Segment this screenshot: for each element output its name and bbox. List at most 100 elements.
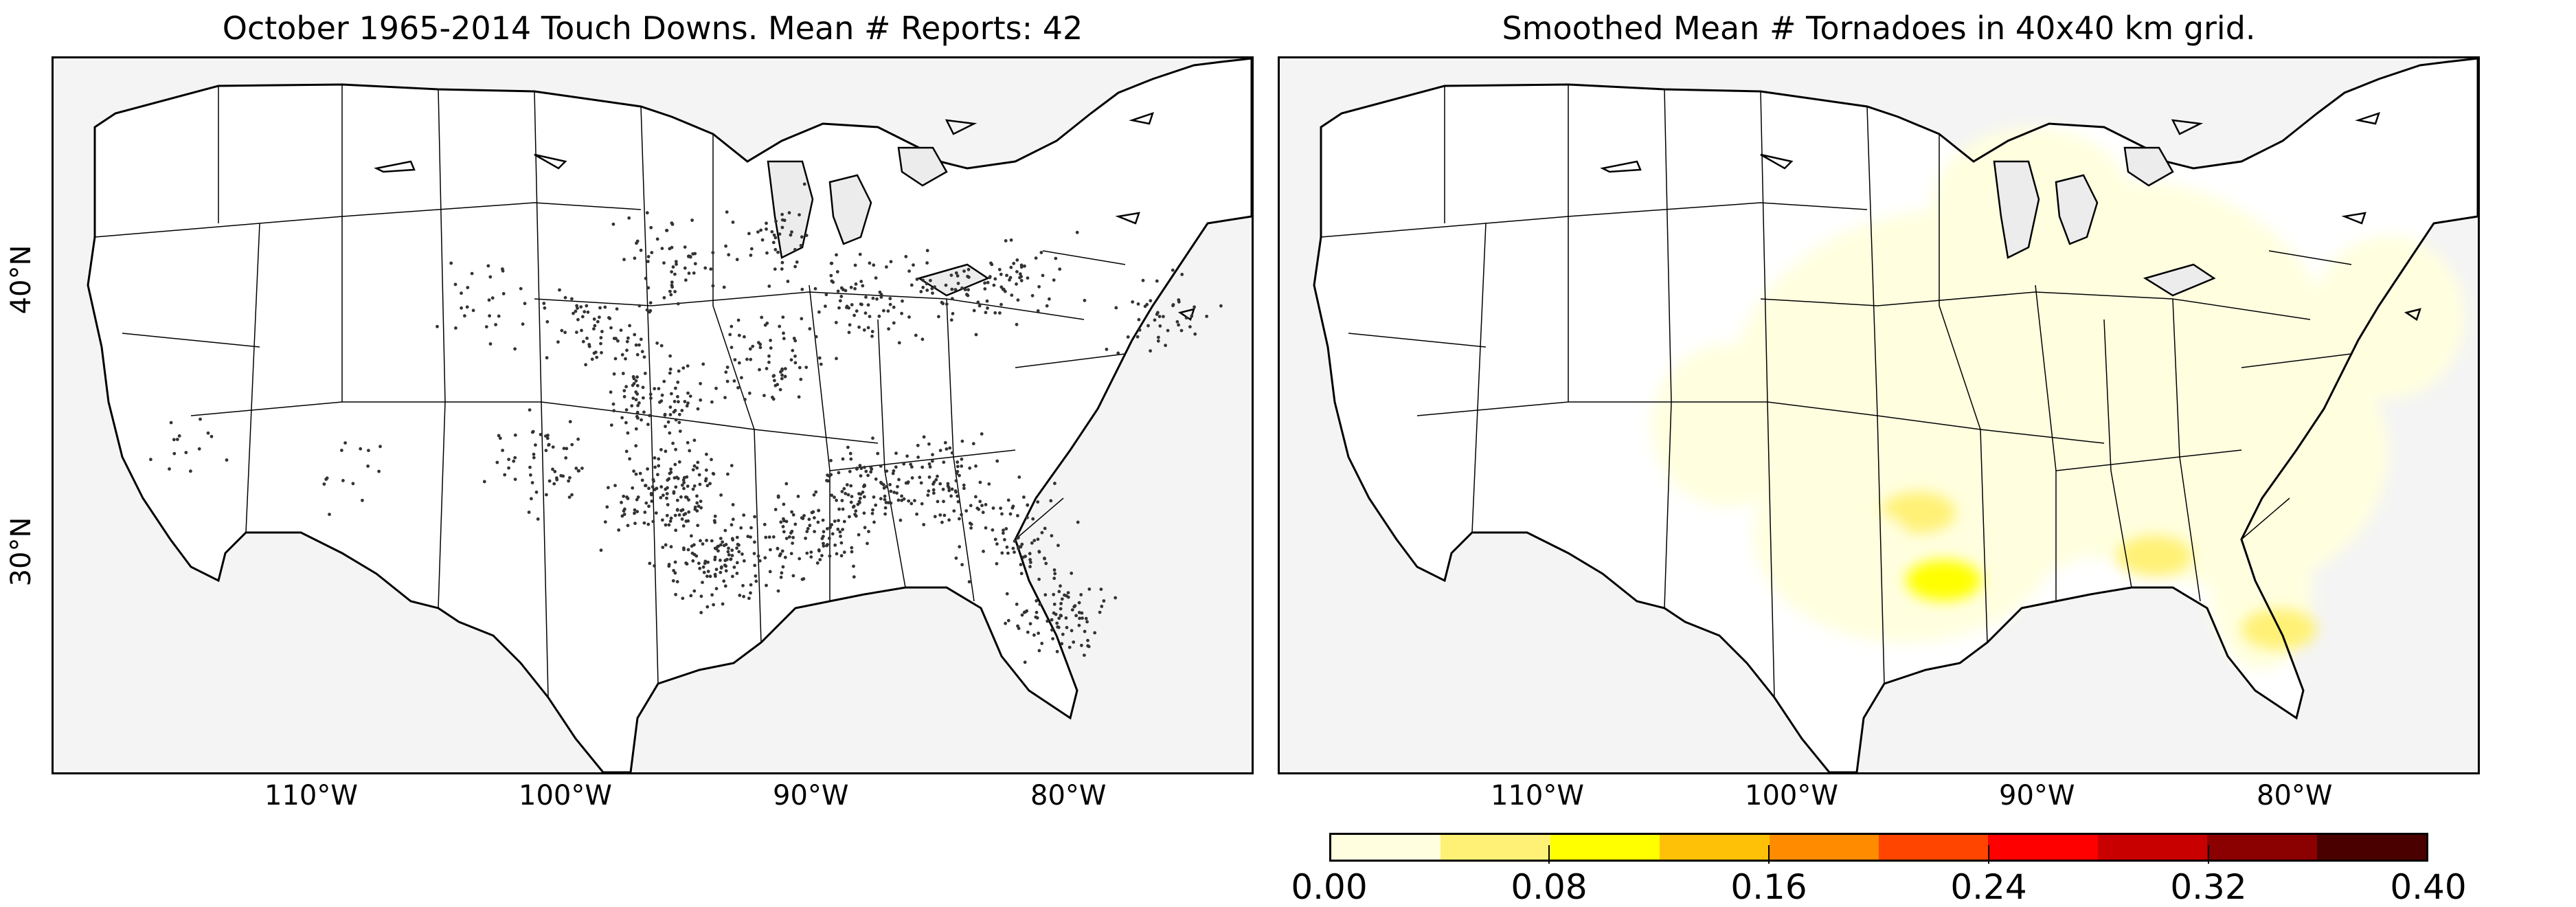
touchdown-point bbox=[857, 533, 861, 537]
touchdown-point bbox=[949, 494, 953, 498]
touchdown-point bbox=[530, 430, 534, 434]
touchdown-point bbox=[852, 313, 856, 317]
touchdown-point bbox=[669, 293, 673, 297]
touchdown-point bbox=[752, 552, 756, 555]
touchdown-point bbox=[740, 376, 743, 380]
touchdown-point bbox=[974, 464, 978, 468]
touchdown-point bbox=[705, 452, 708, 456]
heat-hotspots bbox=[1829, 491, 2317, 650]
touchdown-point bbox=[619, 328, 623, 332]
touchdown-point bbox=[950, 297, 954, 300]
touchdown-point bbox=[624, 421, 628, 425]
touchdown-point bbox=[574, 467, 578, 470]
state-border bbox=[1416, 401, 1569, 416]
touchdown-point bbox=[1037, 649, 1041, 653]
touchdown-point bbox=[810, 511, 814, 515]
state-border bbox=[534, 91, 542, 403]
touchdown-point bbox=[868, 261, 872, 265]
touchdown-point bbox=[726, 550, 730, 554]
touchdown-point bbox=[674, 386, 677, 390]
touchdown-point bbox=[501, 292, 506, 295]
touchdown-point bbox=[666, 420, 670, 424]
touchdown-point bbox=[741, 552, 744, 556]
touchdown-point bbox=[742, 513, 746, 517]
touchdown-point bbox=[916, 443, 920, 447]
touchdown-point bbox=[633, 333, 637, 337]
touchdown-point bbox=[680, 483, 684, 487]
touchdown-point bbox=[553, 469, 557, 473]
island-outline bbox=[2355, 112, 2380, 125]
touchdown-point bbox=[879, 497, 883, 501]
touchdown-point bbox=[1131, 300, 1135, 304]
touchdown-point bbox=[765, 583, 768, 587]
touchdown-point bbox=[820, 537, 824, 541]
touchdown-point bbox=[659, 399, 664, 403]
touchdown-point bbox=[787, 211, 791, 215]
touchdown-point bbox=[507, 466, 510, 470]
touchdown-point bbox=[675, 498, 679, 502]
touchdown-point bbox=[681, 478, 686, 482]
touchdown-point bbox=[634, 398, 638, 402]
touchdown-point bbox=[835, 253, 838, 257]
touchdown-point bbox=[1055, 621, 1059, 625]
touchdown-point bbox=[907, 315, 911, 319]
touchdown-point bbox=[172, 438, 176, 442]
touchdown-point bbox=[695, 501, 699, 505]
touchdown-point bbox=[471, 309, 475, 313]
touchdown-point bbox=[682, 513, 686, 517]
touchdown-point bbox=[1000, 551, 1004, 555]
touchdown-point bbox=[677, 513, 681, 517]
touchdown-point bbox=[1036, 537, 1040, 541]
touchdown-point bbox=[673, 560, 677, 564]
touchdown-point bbox=[754, 579, 758, 583]
touchdown-point bbox=[669, 516, 673, 520]
touchdown-point bbox=[648, 414, 651, 418]
touchdown-point bbox=[1055, 649, 1059, 653]
touchdown-point bbox=[899, 518, 903, 522]
touchdown-point bbox=[625, 348, 629, 352]
touchdown-point bbox=[599, 336, 603, 339]
touchdown-point bbox=[995, 542, 999, 546]
touchdown-point bbox=[687, 271, 691, 276]
touchdown-point bbox=[528, 408, 532, 412]
touchdown-point bbox=[669, 545, 673, 549]
touchdown-point bbox=[967, 288, 970, 292]
touchdown-point bbox=[1019, 563, 1023, 567]
touchdown-point bbox=[695, 494, 699, 498]
touchdown-point bbox=[503, 473, 507, 477]
x-tick-label: 80°W bbox=[1030, 780, 1107, 811]
touchdown-point bbox=[560, 328, 564, 333]
touchdown-point bbox=[891, 471, 895, 475]
touchdown-point bbox=[488, 275, 493, 279]
touchdown-point bbox=[635, 383, 640, 388]
touchdown-point bbox=[1008, 512, 1013, 516]
colorbar-segment bbox=[2097, 835, 2208, 860]
touchdown-point bbox=[638, 471, 642, 475]
touchdown-point bbox=[625, 339, 629, 344]
touchdown-point bbox=[862, 328, 866, 332]
touchdown-point bbox=[654, 511, 658, 515]
touchdown-point bbox=[864, 295, 868, 299]
touchdown-point bbox=[673, 399, 677, 403]
touchdown-point bbox=[561, 474, 565, 478]
touchdown-point bbox=[665, 229, 669, 232]
touchdown-point bbox=[714, 386, 718, 390]
colorbar-tick-label: 0.08 bbox=[1511, 867, 1588, 907]
touchdown-point bbox=[622, 389, 626, 392]
touchdown-point bbox=[722, 544, 726, 548]
touchdown-point bbox=[754, 574, 758, 578]
island-outline bbox=[1129, 112, 1154, 125]
island-outline bbox=[2404, 308, 2421, 321]
touchdown-point bbox=[1009, 265, 1013, 269]
touchdown-point bbox=[731, 221, 735, 224]
touchdown-point bbox=[875, 297, 879, 301]
touchdown-point bbox=[626, 336, 630, 340]
touchdown-point bbox=[593, 324, 597, 328]
touchdown-point bbox=[730, 346, 734, 349]
touchdown-point bbox=[729, 557, 732, 561]
touchdown-point bbox=[956, 469, 960, 473]
touchdown-point bbox=[929, 278, 932, 282]
touchdown-point bbox=[1083, 629, 1087, 634]
touchdown-point bbox=[719, 537, 723, 540]
touchdown-point bbox=[928, 465, 932, 469]
